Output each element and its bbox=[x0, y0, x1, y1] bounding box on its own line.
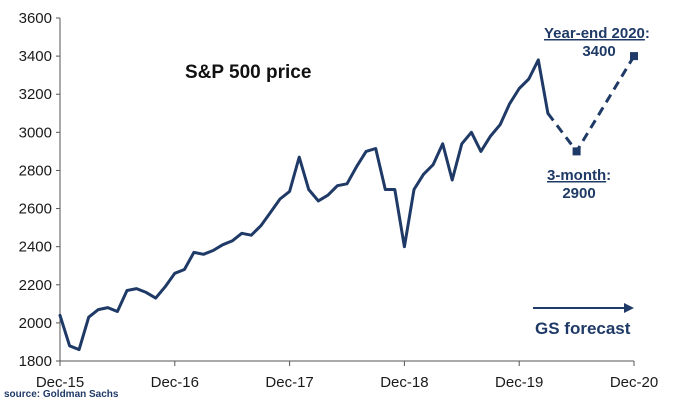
annotation-three-month-suffix: : bbox=[606, 167, 611, 184]
svg-text:3-month:: 3-month: bbox=[547, 167, 611, 184]
y-tick-label: 1800 bbox=[19, 353, 52, 370]
annotation-year-end-suffix: : bbox=[645, 25, 650, 42]
forecast-point bbox=[630, 52, 638, 61]
forecast-label: GS forecast bbox=[535, 319, 631, 338]
annotation-year-end: Year-end 2020: 3400 bbox=[544, 25, 650, 60]
forecast-point bbox=[572, 147, 581, 156]
annotation-year-end-value: 3400 bbox=[582, 43, 615, 60]
x-axis-ticks: Dec-15 Dec-16 Dec-17 Dec-18 Dec-19 Dec-20 bbox=[36, 361, 658, 391]
y-tick-label: 3600 bbox=[19, 10, 52, 27]
y-tick-label: 2600 bbox=[19, 201, 52, 218]
annotation-three-month-value: 2900 bbox=[562, 185, 595, 202]
forecast-arrow-head bbox=[624, 303, 634, 313]
annotation-year-end-label: Year-end 2020 bbox=[544, 25, 645, 42]
x-tick-label: Dec-17 bbox=[265, 374, 313, 391]
forecast-legend: GS forecast bbox=[533, 303, 634, 338]
x-tick-label: Dec-20 bbox=[610, 374, 658, 391]
forecast-series-line bbox=[546, 55, 636, 153]
y-tick-label: 2800 bbox=[19, 162, 52, 179]
chart-axes bbox=[59, 18, 634, 362]
y-tick-label: 2200 bbox=[19, 277, 52, 294]
x-tick-label: Dec-18 bbox=[380, 374, 428, 391]
y-tick-label: 3000 bbox=[19, 124, 52, 141]
series-group bbox=[58, 52, 638, 352]
y-tick-label: 3400 bbox=[19, 48, 52, 65]
source-note: source: Goldman Sachs bbox=[4, 389, 119, 400]
y-tick-label: 2400 bbox=[19, 239, 52, 256]
y-tick-label: 2000 bbox=[19, 315, 52, 332]
x-tick-label: Dec-15 bbox=[36, 374, 84, 391]
x-tick-label: Dec-16 bbox=[151, 374, 199, 391]
y-axis-ticks: 1800 2000 2200 2400 2600 2800 3000 3200 3400 3600 bbox=[19, 10, 60, 370]
x-tick-label: Dec-19 bbox=[495, 374, 543, 391]
y-tick-label: 3200 bbox=[19, 86, 52, 103]
annotation-three-month: 3-month: 2900 bbox=[547, 167, 611, 202]
sp500-series-line bbox=[58, 58, 550, 352]
annotation-three-month-label: 3-month bbox=[547, 167, 606, 184]
svg-text:Year-end 2020:: Year-end 2020: bbox=[544, 25, 650, 42]
chart-title: S&P 500 price bbox=[185, 62, 311, 83]
